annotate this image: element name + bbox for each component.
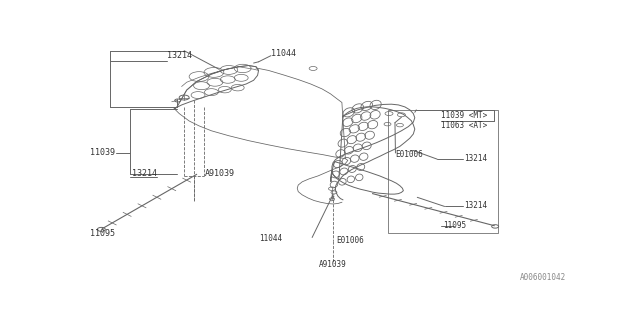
Text: 11095: 11095 bbox=[443, 221, 466, 230]
Text: A91039: A91039 bbox=[205, 169, 235, 178]
Text: A006001042: A006001042 bbox=[520, 273, 566, 282]
Text: E01006: E01006 bbox=[336, 236, 364, 245]
Text: 11063 <AT>: 11063 <AT> bbox=[441, 121, 487, 130]
Text: A91039: A91039 bbox=[319, 260, 347, 269]
Text: 11039: 11039 bbox=[90, 148, 115, 157]
Text: 13214: 13214 bbox=[464, 202, 487, 211]
Text: 13214: 13214 bbox=[167, 51, 192, 60]
Bar bbox=[388, 110, 498, 233]
Text: E01006: E01006 bbox=[396, 150, 423, 159]
Text: 13214: 13214 bbox=[464, 154, 487, 163]
Text: 11044: 11044 bbox=[271, 49, 296, 58]
Text: 13214: 13214 bbox=[132, 169, 157, 178]
Text: 11039 <MT>: 11039 <MT> bbox=[441, 111, 487, 120]
Text: 11044: 11044 bbox=[259, 234, 282, 243]
Text: 11095: 11095 bbox=[90, 228, 115, 237]
